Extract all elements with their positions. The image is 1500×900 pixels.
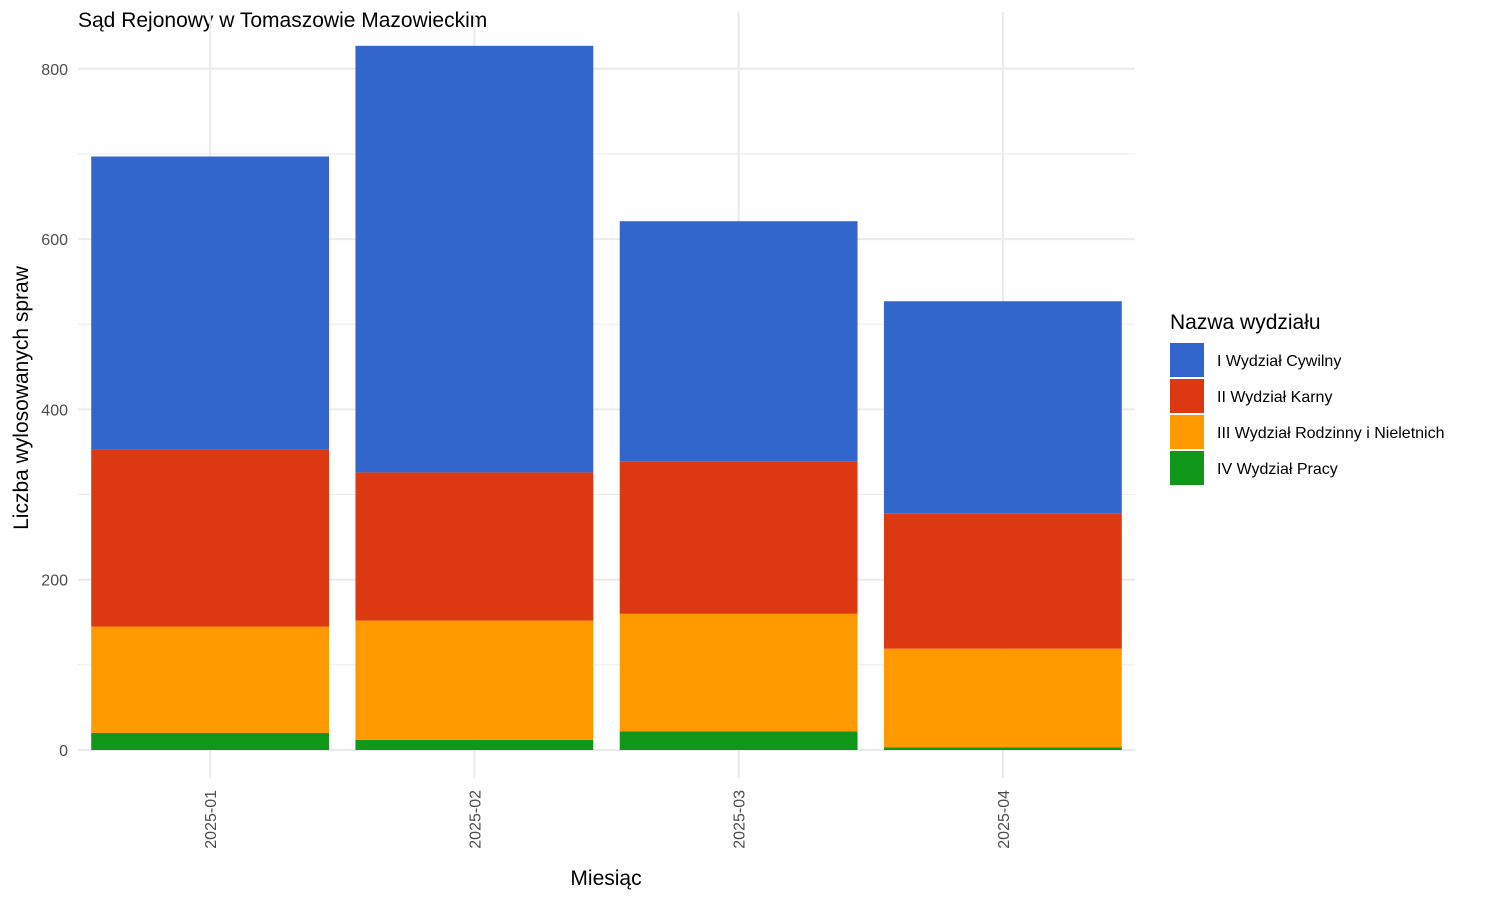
x-axis-ticks: 2025-01 2025-02 2025-03 2025-04 <box>203 790 1013 849</box>
bars <box>91 45 1122 750</box>
y-tick-label: 200 <box>41 573 68 590</box>
bar-i-wydzia-cywilny-2025-02 <box>355 45 594 473</box>
legend-label: II Wydział Karny <box>1217 389 1332 406</box>
y-tick-label: 0 <box>59 743 68 760</box>
legend-label: IV Wydział Pracy <box>1217 461 1338 478</box>
bar-i-wydzia-cywilny-2025-04 <box>883 301 1122 514</box>
bar-i-wydzia-cywilny-2025-01 <box>91 156 330 450</box>
bar-ii-wydzia-karny-2025-03 <box>619 461 858 614</box>
bar-iii-wydzia-rodzinny-i-nieletnich-2025-03 <box>619 613 858 732</box>
y-tick-label: 600 <box>41 232 68 249</box>
bar-iv-wydzia-pracy-2025-04 <box>883 747 1122 750</box>
x-tick-label: 2025-02 <box>467 790 484 849</box>
y-axis-title: Liczba wylosowanych spraw <box>10 265 33 530</box>
bar-i-wydzia-cywilny-2025-03 <box>619 221 858 462</box>
legend-label: I Wydział Cywilny <box>1217 353 1341 370</box>
bar-iv-wydzia-pracy-2025-01 <box>91 732 330 750</box>
legend-key <box>1170 415 1204 449</box>
legend-key <box>1170 451 1204 485</box>
bar-iii-wydzia-rodzinny-i-nieletnich-2025-01 <box>91 626 330 733</box>
chart-title: Sąd Rejonowy w Tomaszowie Mazowieckim <box>78 9 487 32</box>
bar-ii-wydzia-karny-2025-01 <box>91 449 330 627</box>
legend: Nazwa wydziału I Wydział Cywilny II Wydzi… <box>1170 311 1445 485</box>
x-tick-label: 2025-01 <box>203 790 220 849</box>
legend-label: III Wydział Rodzinny i Nieletnich <box>1217 425 1445 442</box>
bar-iii-wydzia-rodzinny-i-nieletnich-2025-02 <box>355 620 594 740</box>
x-tick-label: 2025-03 <box>732 790 749 849</box>
y-tick-label: 400 <box>41 402 68 419</box>
legend-key <box>1170 379 1204 413</box>
bar-iv-wydzia-pracy-2025-02 <box>355 739 594 750</box>
y-axis-ticks: 0 200 400 600 800 <box>41 62 68 760</box>
bar-iv-wydzia-pracy-2025-03 <box>619 731 858 750</box>
bar-ii-wydzia-karny-2025-04 <box>883 513 1122 649</box>
bar-iii-wydzia-rodzinny-i-nieletnich-2025-04 <box>883 648 1122 748</box>
x-tick-label: 2025-04 <box>996 790 1013 849</box>
legend-key <box>1170 343 1204 377</box>
y-tick-label: 800 <box>41 62 68 79</box>
bar-ii-wydzia-karny-2025-02 <box>355 472 594 621</box>
legend-title: Nazwa wydziału <box>1170 311 1321 334</box>
x-axis-title: Miesiąc <box>570 867 641 890</box>
